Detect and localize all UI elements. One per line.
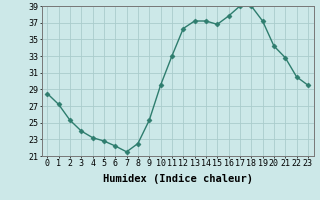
X-axis label: Humidex (Indice chaleur): Humidex (Indice chaleur) [103, 174, 252, 184]
